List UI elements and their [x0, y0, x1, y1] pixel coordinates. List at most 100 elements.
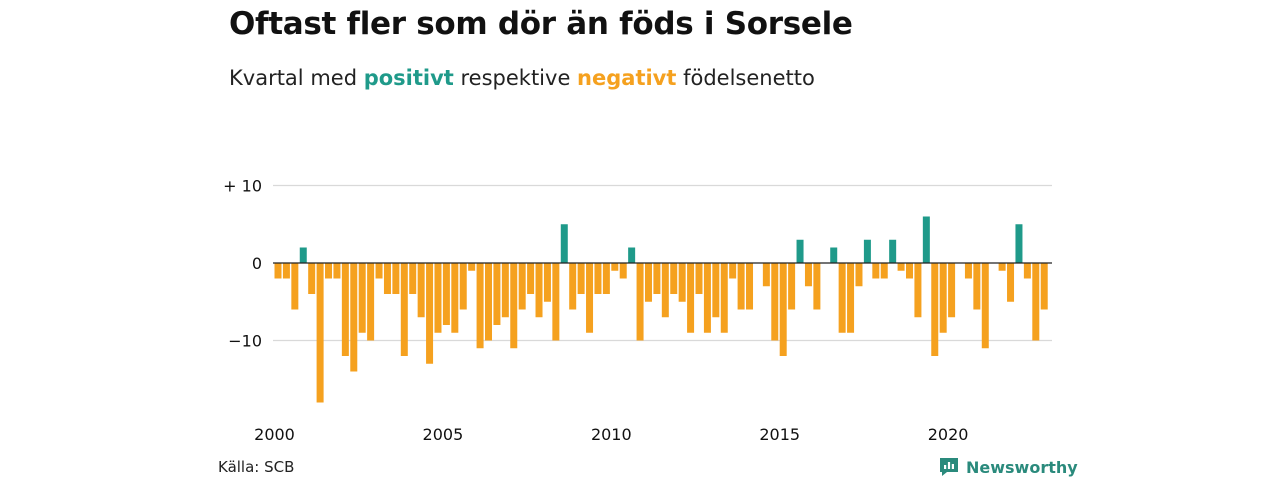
bar-positive: [299, 247, 307, 263]
bar-negative: [695, 263, 703, 294]
bar-negative: [400, 263, 408, 356]
bar-negative: [703, 263, 711, 333]
x-tick-label: 2010: [591, 425, 632, 444]
bar-negative: [746, 263, 754, 310]
bar-positive: [830, 247, 838, 263]
x-tick-label: 2015: [759, 425, 800, 444]
subtitle-suffix: födelsenetto: [676, 66, 815, 90]
bar-negative: [838, 263, 846, 333]
bar-negative: [906, 263, 913, 279]
brand-name: Newsworthy: [966, 457, 1078, 477]
source-label: Källa: SCB: [218, 458, 295, 476]
bar-negative: [569, 263, 577, 310]
bar-negative: [737, 263, 745, 310]
bar-negative: [459, 263, 467, 310]
y-tick-label: 0: [252, 254, 262, 273]
bar-negative: [973, 263, 981, 310]
bar-negative: [417, 263, 425, 318]
bar-negative: [720, 263, 728, 333]
y-tick-label: + 10: [223, 177, 262, 196]
bar-negative: [981, 263, 989, 349]
bar-negative: [350, 263, 358, 372]
bar-negative: [493, 263, 501, 325]
bar-negative: [476, 263, 484, 349]
bar-negative: [897, 263, 905, 271]
bar-negative: [931, 263, 939, 356]
bar-negative: [872, 263, 880, 279]
bar-negative: [325, 263, 333, 279]
bar-negative: [1023, 263, 1031, 279]
bar-negative: [939, 263, 947, 333]
bar-negative: [468, 263, 476, 271]
subtitle-prefix: Kvartal med: [229, 66, 364, 90]
bar-negative: [762, 263, 770, 287]
bar-negative: [510, 263, 518, 349]
bar-positive: [1015, 224, 1023, 263]
bar-negative: [367, 263, 375, 341]
bar-negative: [636, 263, 644, 341]
bar-positive: [560, 224, 568, 263]
x-tick-label: 2000: [254, 425, 295, 444]
bar-negative: [619, 263, 627, 279]
bar-negative: [602, 263, 610, 294]
bar-negative: [804, 263, 812, 287]
bar-negative: [383, 263, 391, 294]
bar-negative: [434, 263, 442, 333]
subtitle-middle: respektive: [453, 66, 578, 90]
bar-negative: [535, 263, 543, 318]
bar-negative: [358, 263, 366, 333]
bar-negative: [611, 263, 619, 271]
newsworthy-logo-icon: [940, 458, 958, 476]
bar-negative: [485, 263, 492, 341]
bar-negative: [948, 263, 956, 318]
x-tick-label: 2020: [928, 425, 969, 444]
bar-negative: [1040, 263, 1048, 310]
bar-negative: [274, 263, 282, 279]
bar-negative: [1032, 263, 1040, 341]
bar-positive: [863, 239, 871, 263]
bar-negative: [552, 263, 560, 341]
bar-positive: [922, 216, 930, 263]
bar-negative: [813, 263, 821, 310]
bar-negative: [543, 263, 551, 302]
bar-negative: [308, 263, 316, 294]
bar-negative: [316, 263, 324, 403]
bar-negative: [577, 263, 585, 294]
bar-negative: [501, 263, 509, 318]
bar-negative: [779, 263, 787, 356]
bar-negative: [687, 263, 695, 333]
bar-positive: [796, 239, 804, 263]
bar-negative: [594, 263, 602, 294]
bar-negative: [855, 263, 863, 287]
bar-negative: [527, 263, 535, 294]
bar-negative: [914, 263, 922, 318]
bar-negative: [964, 263, 972, 279]
bar-negative: [586, 263, 594, 333]
bar-negative: [282, 263, 290, 279]
subtitle-positive: positivt: [363, 66, 454, 90]
x-tick-label: 2005: [423, 425, 464, 444]
bar-negative: [451, 263, 459, 333]
bar-positive: [628, 247, 636, 263]
bar-negative: [518, 263, 526, 310]
bar-negative: [847, 263, 855, 333]
bar-negative: [729, 263, 737, 279]
bar-negative: [653, 263, 661, 294]
bar-negative: [375, 263, 383, 279]
bar-negative: [409, 263, 417, 294]
chart-subtitle: Kvartal med positivt respektive negativt…: [229, 66, 815, 90]
bar-negative: [998, 263, 1006, 271]
bar-negative: [880, 263, 888, 279]
bar-negative: [670, 263, 678, 294]
bar-negative: [333, 263, 341, 279]
brand-logo: Newsworthy: [938, 456, 1078, 478]
bar-negative: [678, 263, 686, 302]
bar-positive: [889, 239, 897, 263]
bar-negative: [392, 263, 400, 294]
bar-negative: [771, 263, 779, 341]
bar-negative: [1007, 263, 1015, 302]
bar-negative: [644, 263, 652, 302]
subtitle-negative: negativt: [577, 66, 677, 90]
bar-negative: [291, 263, 299, 310]
